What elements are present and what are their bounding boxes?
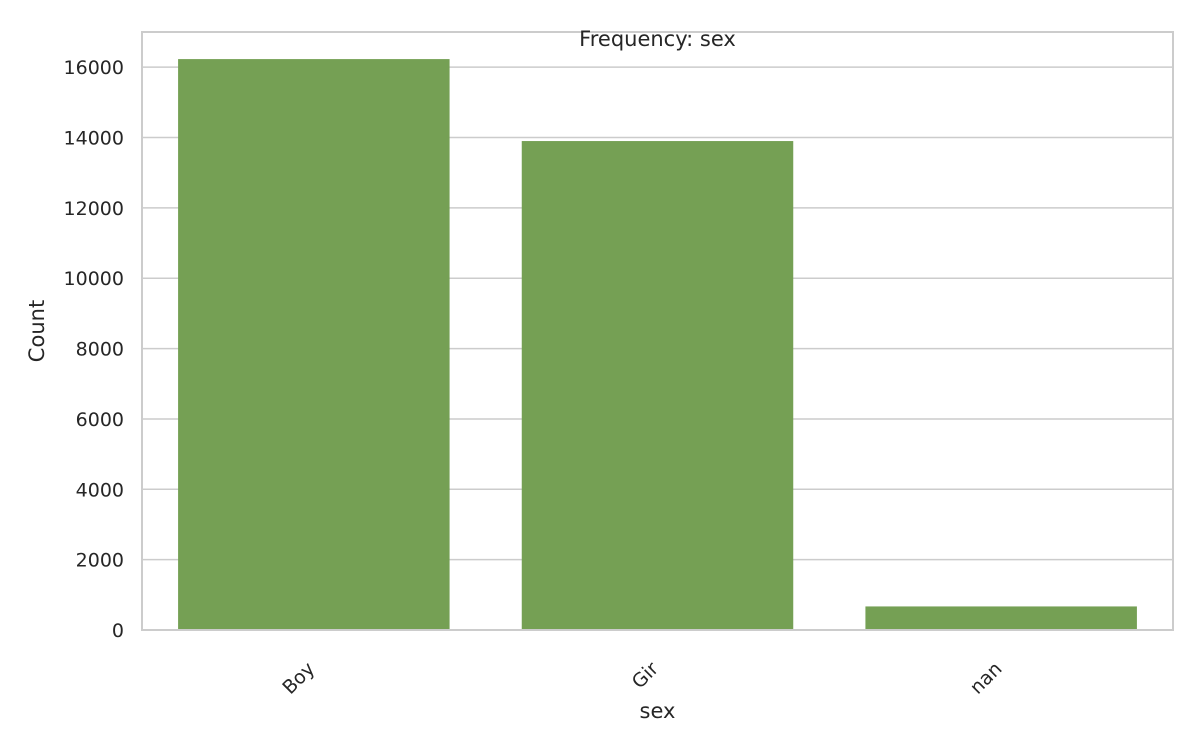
bar-gir xyxy=(521,141,794,630)
y-tick-label: 12000 xyxy=(64,198,124,220)
y-tick-label: 8000 xyxy=(76,339,124,361)
y-tick-label: 16000 xyxy=(64,57,124,79)
x-axis-title: sex xyxy=(640,699,676,723)
x-tick-label: Gir xyxy=(628,658,663,693)
bars xyxy=(178,59,1137,631)
bar-boy xyxy=(178,59,450,631)
y-tick-label: 10000 xyxy=(64,268,124,290)
chart-title: Frequency: sex xyxy=(579,27,736,51)
plot-frame xyxy=(141,31,1174,631)
y-tick-label: 4000 xyxy=(76,479,124,501)
y-tick-label: 0 xyxy=(112,620,124,642)
x-tick-labels: Boy Gir nan xyxy=(278,658,1006,699)
y-tick-label: 14000 xyxy=(64,128,124,150)
x-tick-label: nan xyxy=(966,658,1007,699)
bar-nan xyxy=(865,606,1137,630)
y-tick-label: 6000 xyxy=(76,409,124,431)
x-tick-label: Boy xyxy=(278,658,319,699)
y-tick-labels: 0 2000 4000 6000 8000 10000 12000 14000 16000 xyxy=(64,57,124,642)
y-axis-title: Count xyxy=(25,300,49,362)
y-tick-label: 2000 xyxy=(76,550,124,572)
